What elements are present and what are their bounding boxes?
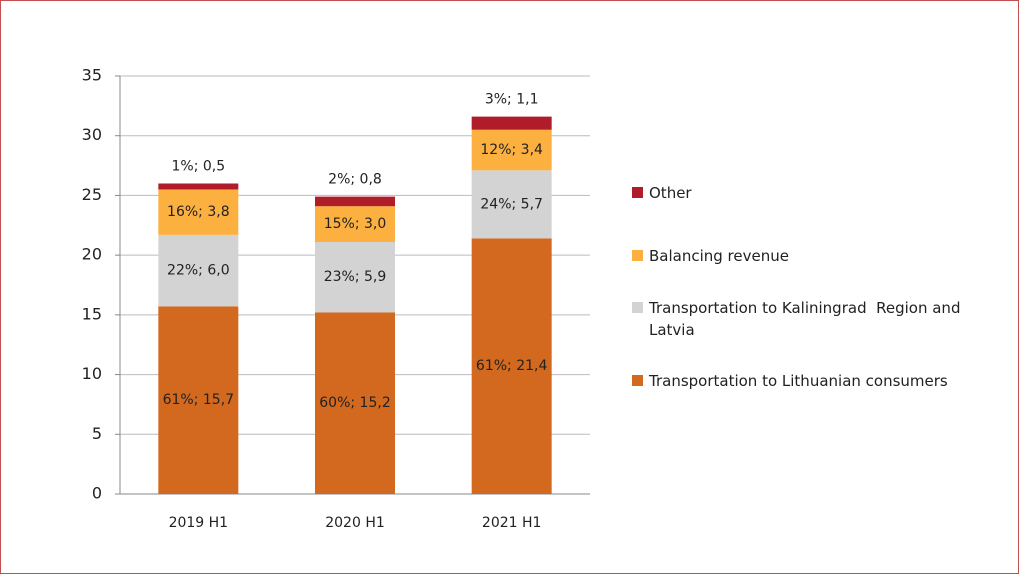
data-label: 23%; 5,9 [324, 269, 387, 285]
data-label: 16%; 3,8 [167, 204, 230, 220]
data-label: 61%; 21,4 [476, 358, 548, 374]
y-tick-label: 20 [82, 245, 102, 264]
legend-item: Balancing revenue [632, 245, 1004, 267]
bar-segment [158, 183, 239, 190]
x-tick-label: 2019 H1 [169, 515, 229, 531]
bar-segment [158, 306, 239, 494]
legend-label: Transportation to Lithuanian consumers [649, 372, 948, 390]
y-tick-label: 35 [82, 66, 102, 85]
y-tick-label: 30 [82, 125, 102, 144]
bar-segment [315, 196, 395, 207]
bar-segment [158, 234, 239, 307]
bar-segment [315, 206, 395, 243]
data-label: 24%; 5,7 [480, 196, 543, 212]
legend-label: Other [649, 184, 692, 202]
legend-label: Transportation to Kaliningrad Region and… [649, 299, 966, 339]
bar-segment [315, 242, 395, 313]
x-tick-label: 2021 H1 [482, 515, 542, 531]
y-tick-label: 0 [92, 484, 102, 503]
y-tick-label: 25 [82, 185, 102, 204]
bar-segment [471, 129, 552, 171]
bar-segment [315, 312, 395, 494]
bar-segment [471, 116, 552, 130]
legend-item: Transportation to Kaliningrad Region and… [632, 297, 1004, 341]
x-tick-label: 2020 H1 [325, 515, 385, 531]
data-label: 22%; 6,0 [167, 263, 230, 279]
legend-label: Balancing revenue [649, 247, 789, 265]
bar-segment [158, 189, 239, 235]
legend-item: Other [632, 182, 1004, 204]
legend-swatch [632, 302, 643, 313]
data-label: 12%; 3,4 [480, 142, 543, 158]
data-label: 60%; 15,2 [319, 395, 390, 411]
bar-segment [471, 238, 552, 494]
legend-swatch [632, 375, 643, 386]
data-label: 2%; 0,8 [328, 172, 382, 188]
legend-swatch [632, 187, 643, 198]
y-tick-label: 15 [82, 304, 102, 323]
y-tick-label: 10 [82, 364, 102, 383]
legend-swatch [632, 250, 643, 261]
y-tick-label: 5 [92, 424, 102, 443]
data-label: 3%; 1,1 [485, 92, 539, 108]
data-label: 61%; 15,7 [163, 392, 234, 408]
legend-item: Transportation to Lithuanian consumers [632, 370, 1004, 392]
bar-segment [471, 170, 552, 239]
data-label: 1%; 0,5 [172, 158, 226, 174]
data-label: 15%; 3,0 [324, 216, 387, 232]
